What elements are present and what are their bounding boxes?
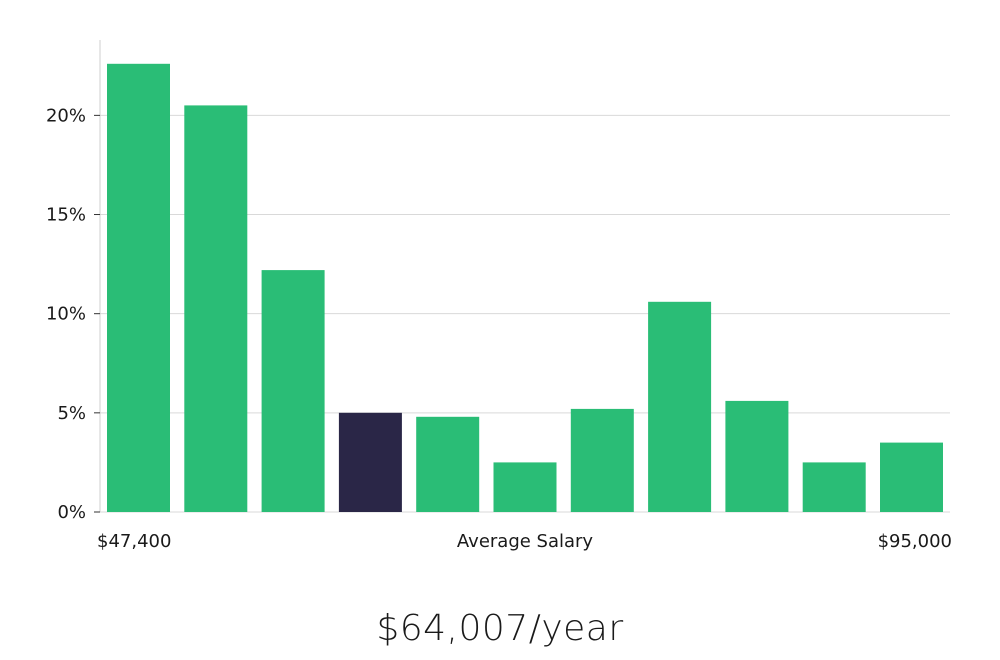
bar: [416, 416, 480, 512]
bar: [261, 270, 325, 512]
salary-distribution-chart: 0% 5% 10% 15% 20% $47,400 Average Salary $95…: [46, 40, 952, 552]
bar: [184, 105, 248, 513]
x-axis-min-label: $47,400: [97, 531, 171, 552]
x-axis-title: Average Salary: [457, 531, 594, 552]
bar: [493, 462, 557, 512]
y-tick-label: 15%: [46, 205, 86, 226]
y-tick-label: 20%: [46, 105, 86, 126]
y-tick-label: 0%: [57, 502, 86, 523]
x-axis-max-label: $95,000: [878, 531, 952, 552]
bar: [648, 301, 712, 512]
y-tick-label: 10%: [46, 304, 86, 325]
y-tick-label: 5%: [57, 403, 86, 424]
bars: [107, 63, 943, 513]
bar-highlighted: [338, 412, 402, 512]
bar: [802, 462, 866, 512]
bar: [570, 408, 634, 512]
y-axis-ticks: 0% 5% 10% 15% 20%: [46, 105, 100, 523]
bar: [880, 442, 943, 512]
bar: [725, 400, 789, 512]
average-salary-caption: $64,007/year: [376, 608, 624, 649]
bar: [107, 63, 170, 513]
